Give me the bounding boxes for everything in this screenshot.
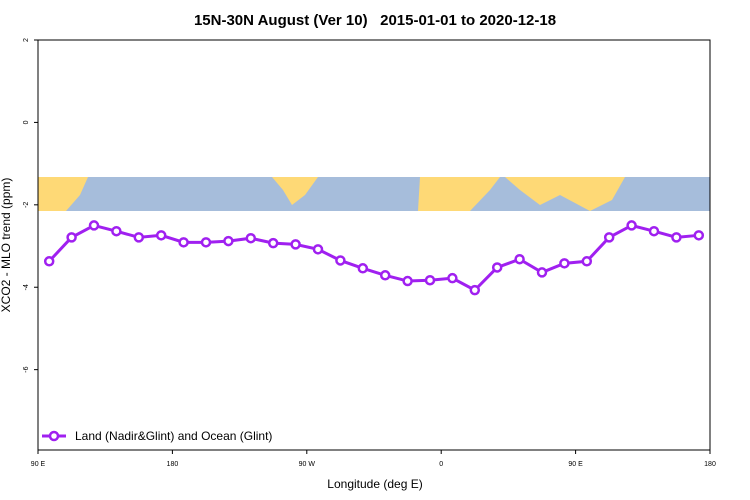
data-point xyxy=(357,263,369,274)
data-point xyxy=(648,225,660,237)
y-tick-label: -2 xyxy=(23,202,30,208)
data-point xyxy=(200,237,212,248)
map-land xyxy=(272,177,318,205)
data-point xyxy=(223,235,234,247)
data-point xyxy=(155,230,167,241)
legend-marker xyxy=(48,430,60,442)
map-land xyxy=(418,177,500,211)
data-point xyxy=(133,232,145,243)
data-point xyxy=(88,220,100,231)
data-point xyxy=(312,244,324,255)
x-tick-label: 180 xyxy=(167,461,179,468)
legend-label: Land (Nadir&Glint) and Ocean (Glint) xyxy=(75,429,272,443)
y-tick-label: 0 xyxy=(23,120,30,124)
data-point xyxy=(424,274,436,286)
data-point xyxy=(491,262,503,273)
data-point xyxy=(514,253,525,265)
data-point xyxy=(469,284,481,296)
data-point xyxy=(581,256,593,267)
data-point xyxy=(43,256,55,267)
data-point xyxy=(671,232,682,243)
data-point xyxy=(66,232,77,243)
map-land xyxy=(505,177,625,211)
x-tick-label: 90 W xyxy=(299,461,316,468)
data-point xyxy=(693,230,705,241)
y-axis-label: XCO2 - MLO trend (ppm) xyxy=(0,178,13,313)
data-point xyxy=(290,239,301,250)
data-point xyxy=(559,258,570,269)
y-tick-label: 2 xyxy=(23,38,30,42)
data-point xyxy=(536,267,548,278)
series-line xyxy=(48,223,699,292)
data-point xyxy=(447,272,458,284)
data-point xyxy=(178,237,189,248)
map-land xyxy=(38,177,88,211)
x-tick-label: 90 E xyxy=(568,461,583,468)
y-tick-label: -6 xyxy=(23,366,30,372)
chart-title: 15N-30N August (Ver 10) 2015-01-01 to 20… xyxy=(194,12,556,29)
x-tick-label: 180 xyxy=(704,461,716,468)
y-tick-label: -4 xyxy=(23,284,30,290)
data-point xyxy=(111,225,122,237)
data-point xyxy=(626,220,637,231)
data-point xyxy=(267,237,279,249)
data-point xyxy=(379,270,391,281)
x-tick-label: 0 xyxy=(439,461,443,468)
x-tick-label: 90 E xyxy=(31,461,46,468)
data-point xyxy=(245,232,257,244)
data-point xyxy=(335,255,346,266)
x-axis-label: Longitude (deg E) xyxy=(327,477,422,491)
data-point xyxy=(603,232,615,243)
map-band xyxy=(38,177,710,211)
plot-frame xyxy=(37,39,711,451)
data-point xyxy=(402,275,413,287)
